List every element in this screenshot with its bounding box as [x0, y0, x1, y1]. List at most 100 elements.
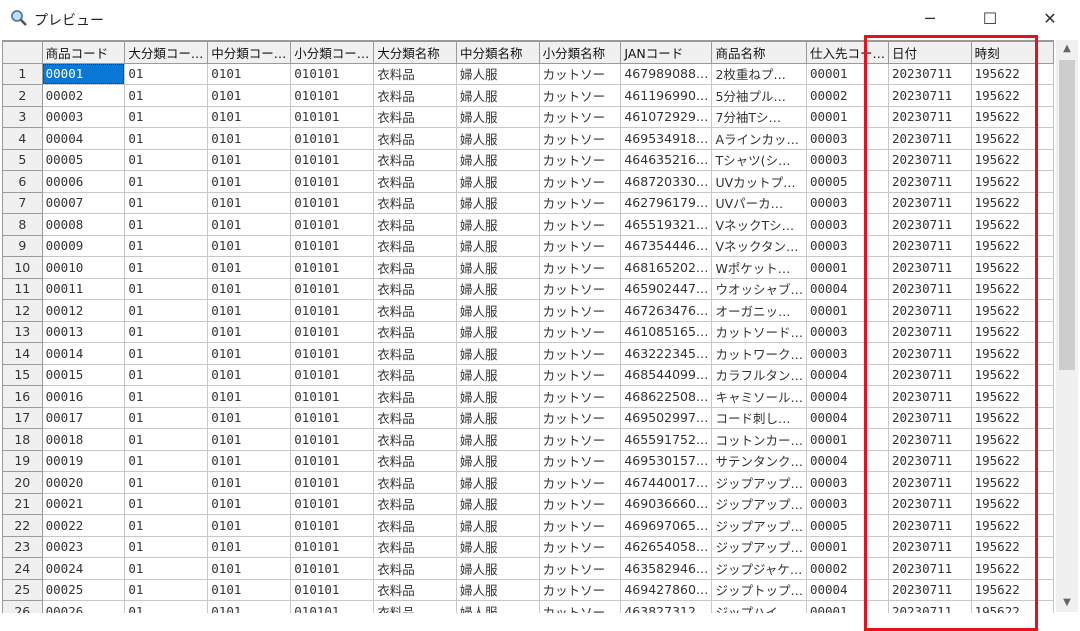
table-cell[interactable]: 衣料品 — [373, 385, 457, 408]
table-cell[interactable]: 00025 — [41, 578, 126, 601]
table-cell[interactable]: 婦人服 — [455, 535, 540, 558]
table-cell[interactable]: 00010 — [41, 256, 126, 279]
table-cell[interactable]: 00001 — [41, 62, 126, 85]
table-cell[interactable]: 0101 — [207, 191, 292, 214]
table-cell[interactable]: 00006 — [41, 170, 126, 193]
table-cell[interactable]: 195622 — [970, 492, 1054, 515]
table-cell[interactable]: 00004 — [805, 406, 889, 429]
table-row[interactable]: 3 00003 01 0101 010101 衣料品 婦人服 カットソー 461072929… 7… — [2, 105, 1054, 128]
data-grid[interactable]: 商品コード 大分類コー… 中分類コー… 小分類コー… 大分類名称 中分類名称 小分類名称 JA… — [2, 40, 1054, 613]
table-cell[interactable]: 468544099… — [620, 363, 713, 386]
table-cell[interactable]: 469530157… — [620, 449, 713, 472]
table-cell[interactable]: カットソー — [538, 84, 622, 107]
row-header[interactable]: 6 — [2, 170, 43, 193]
table-cell[interactable]: 463582946… — [620, 557, 713, 580]
row-header[interactable]: 11 — [2, 277, 43, 300]
table-cell[interactable]: 010101 — [290, 385, 375, 408]
table-row[interactable]: 26 00026 01 0101 010101 衣料品 婦人服 カットソー 463827312…… — [2, 600, 1054, 613]
table-cell[interactable]: 0101 — [207, 84, 292, 107]
table-row[interactable]: 8 00008 01 0101 010101 衣料品 婦人服 カットソー 465519321… V… — [2, 213, 1054, 236]
table-cell[interactable]: 00014 — [41, 342, 126, 365]
table-cell[interactable]: Tシャツ(シ… — [711, 148, 807, 171]
table-cell[interactable]: 010101 — [290, 105, 375, 128]
table-cell[interactable]: 20230711 — [887, 342, 972, 365]
table-cell[interactable]: 010101 — [290, 277, 375, 300]
table-cell[interactable]: 衣料品 — [373, 191, 457, 214]
table-cell[interactable]: カットソー — [538, 277, 622, 300]
table-cell[interactable]: 婦人服 — [455, 342, 540, 365]
table-cell[interactable]: 01 — [124, 105, 209, 128]
table-cell[interactable]: カットソー — [538, 428, 622, 451]
table-cell[interactable]: 195622 — [970, 428, 1054, 451]
row-header[interactable]: 20 — [2, 471, 43, 494]
table-cell[interactable]: 01 — [124, 256, 209, 279]
table-cell[interactable]: 010101 — [290, 363, 375, 386]
table-cell[interactable]: 0101 — [207, 105, 292, 128]
table-cell[interactable]: 0101 — [207, 299, 292, 322]
table-cell[interactable]: Wポケット… — [711, 256, 807, 279]
table-cell[interactable]: 00003 — [805, 492, 889, 515]
table-cell[interactable]: 010101 — [290, 299, 375, 322]
table-cell[interactable]: 婦人服 — [455, 514, 540, 537]
table-cell[interactable]: 20230711 — [887, 428, 972, 451]
table-cell[interactable]: 衣料品 — [373, 449, 457, 472]
table-cell[interactable]: カットソー — [538, 62, 622, 85]
table-cell[interactable]: 衣料品 — [373, 578, 457, 601]
table-cell[interactable]: 469697065… — [620, 514, 713, 537]
table-cell[interactable]: ジップアップ… — [711, 535, 807, 558]
table-cell[interactable]: 010101 — [290, 191, 375, 214]
table-cell[interactable]: カットソー — [538, 449, 622, 472]
column-header[interactable]: 小分類名称 — [538, 41, 622, 64]
table-cell[interactable]: 00004 — [805, 385, 889, 408]
table-cell[interactable]: 衣料品 — [373, 62, 457, 85]
table-cell[interactable]: 婦人服 — [455, 449, 540, 472]
table-cell[interactable]: 467354446… — [620, 234, 713, 257]
table-cell[interactable]: 20230711 — [887, 84, 972, 107]
table-cell[interactable]: 010101 — [290, 234, 375, 257]
table-cell[interactable]: 衣料品 — [373, 213, 457, 236]
table-cell[interactable]: 01 — [124, 428, 209, 451]
table-cell[interactable]: 0101 — [207, 600, 292, 613]
table-cell[interactable]: 婦人服 — [455, 578, 540, 601]
table-cell[interactable]: 00001 — [805, 428, 889, 451]
table-cell[interactable]: カットソー — [538, 342, 622, 365]
table-row[interactable]: 20 00020 01 0101 010101 衣料品 婦人服 カットソー 467440017…… — [2, 471, 1054, 494]
table-cell[interactable]: 0101 — [207, 557, 292, 580]
table-cell[interactable]: 20230711 — [887, 191, 972, 214]
column-header[interactable]: 中分類名称 — [455, 41, 540, 64]
vertical-scrollbar[interactable]: ▲ ▼ — [1056, 40, 1078, 612]
table-cell[interactable]: 20230711 — [887, 62, 972, 85]
table-row[interactable]: 15 00015 01 0101 010101 衣料品 婦人服 カットソー 468544099…… — [2, 363, 1054, 386]
table-cell[interactable]: 01 — [124, 299, 209, 322]
table-cell[interactable]: 婦人服 — [455, 428, 540, 451]
table-cell[interactable]: コード刺し… — [711, 406, 807, 429]
table-row[interactable]: 17 00017 01 0101 010101 衣料品 婦人服 カットソー 469502997…… — [2, 406, 1054, 429]
table-cell[interactable]: 00001 — [805, 600, 889, 613]
table-cell[interactable]: 衣料品 — [373, 428, 457, 451]
table-cell[interactable]: 衣料品 — [373, 342, 457, 365]
table-cell[interactable]: 00022 — [41, 514, 126, 537]
table-cell[interactable]: 0101 — [207, 449, 292, 472]
table-row[interactable]: 14 00014 01 0101 010101 衣料品 婦人服 カットソー 463222345…… — [2, 342, 1054, 365]
table-cell[interactable]: 010101 — [290, 213, 375, 236]
table-cell[interactable]: 195622 — [970, 256, 1054, 279]
table-cell[interactable]: 00019 — [41, 449, 126, 472]
table-cell[interactable]: ジップジャケ… — [711, 557, 807, 580]
table-cell[interactable]: 010101 — [290, 492, 375, 515]
table-cell[interactable]: 0101 — [207, 148, 292, 171]
table-cell[interactable]: 010101 — [290, 557, 375, 580]
table-cell[interactable]: 婦人服 — [455, 84, 540, 107]
table-cell[interactable]: サテンタンク… — [711, 449, 807, 472]
row-header[interactable]: 16 — [2, 385, 43, 408]
row-header[interactable]: 25 — [2, 578, 43, 601]
table-row[interactable]: 4 00004 01 0101 010101 衣料品 婦人服 カットソー 469534918… A… — [2, 127, 1054, 150]
table-cell[interactable]: 00009 — [41, 234, 126, 257]
table-cell[interactable]: VネックTシ… — [711, 213, 807, 236]
table-cell[interactable]: カットソー — [538, 234, 622, 257]
row-header[interactable]: 8 — [2, 213, 43, 236]
minimize-button[interactable]: ─ — [925, 9, 935, 28]
table-cell[interactable]: 469502997… — [620, 406, 713, 429]
table-cell[interactable]: 20230711 — [887, 449, 972, 472]
table-cell[interactable]: 00005 — [41, 148, 126, 171]
table-cell[interactable]: 婦人服 — [455, 492, 540, 515]
